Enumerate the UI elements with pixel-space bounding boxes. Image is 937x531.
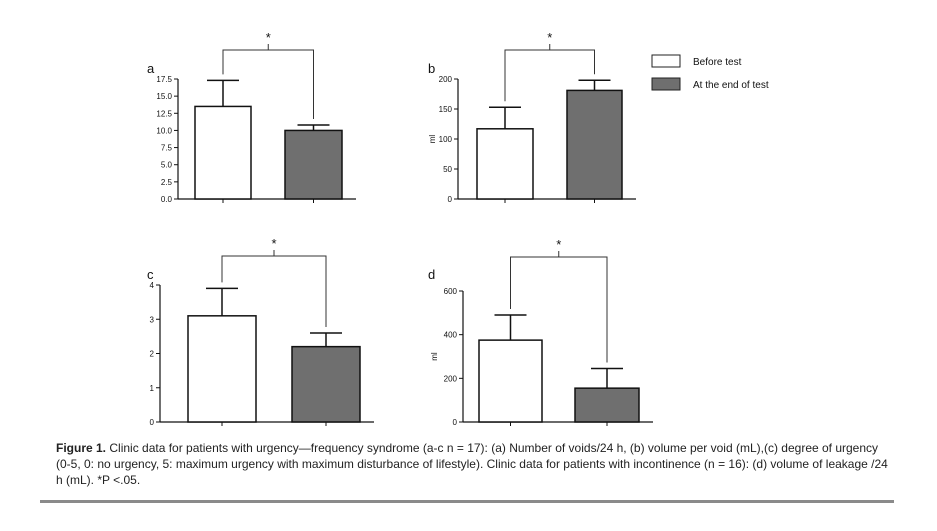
y-tick-label: 12.5	[156, 109, 172, 118]
y-tick-label: 2.5	[161, 178, 173, 187]
bar-end-of-test	[566, 89, 623, 200]
y-tick-label: 200	[439, 75, 453, 84]
chart-panel-a: a 0.0 2.5 5.0 7.5 10.0 12.5 15.0 17.5 *	[147, 30, 356, 204]
caption-label: Figure 1.	[56, 441, 107, 455]
y-tick-label: 3	[150, 315, 155, 324]
y-tick-label: 0	[453, 418, 458, 427]
bar-end-of-test	[291, 345, 361, 423]
y-tick-label: 0.0	[161, 195, 173, 204]
significance-marker: *	[271, 236, 276, 251]
bar-before-test	[478, 339, 543, 423]
chart-panel-c: c 0 1 2 3 4 *	[147, 236, 374, 427]
y-tick-label: 4	[150, 281, 155, 290]
y-tick-label: 15.0	[156, 92, 172, 101]
panel-letter: b	[428, 61, 435, 76]
y-tick-label: 50	[443, 165, 452, 174]
legend-swatch-before	[651, 54, 681, 68]
y-tick-label: 0	[448, 195, 453, 204]
panels: a0.02.55.07.510.012.515.017.5*b050100150…	[147, 30, 653, 427]
y-tick-label: 5.0	[161, 161, 173, 170]
legend-label-before: Before test	[693, 57, 742, 68]
legend-swatch-after	[651, 77, 681, 91]
y-tick-label: 7.5	[161, 144, 173, 153]
significance-marker: *	[547, 30, 552, 45]
bar-before-test	[187, 315, 257, 423]
chart-panel-d: d 0 200 400 600 ml *	[428, 237, 653, 427]
figure-caption: Figure 1. Clinic data for patients with …	[56, 440, 894, 488]
chart-panel-b: b 0 50 100 150 200 ml *	[428, 30, 636, 204]
y-tick-label: 100	[439, 135, 453, 144]
significance-marker: *	[556, 237, 561, 252]
y-tick-label: 1	[150, 384, 155, 393]
y-axis-label: ml	[430, 352, 439, 361]
y-tick-label: 17.5	[156, 75, 172, 84]
bar-before-test	[476, 128, 534, 200]
y-tick-label: 10.0	[156, 126, 172, 135]
bar-before-test	[194, 105, 252, 200]
significance-marker: *	[266, 30, 271, 45]
y-tick-label: 0	[150, 418, 155, 427]
panel-letter: a	[147, 61, 155, 76]
y-tick-label: 200	[444, 374, 458, 383]
y-tick-label: 150	[439, 105, 453, 114]
panel-letter: d	[428, 267, 435, 282]
y-axis-label: ml	[428, 135, 437, 144]
caption-text: Clinic data for patients with urgency—fr…	[56, 441, 888, 487]
bar-end-of-test	[574, 387, 640, 423]
bar-end-of-test	[284, 129, 343, 200]
y-tick-label: 2	[150, 350, 155, 359]
y-tick-label: 400	[444, 331, 458, 340]
caption-rule	[40, 500, 894, 503]
legend-label-after: At the end of test	[693, 80, 769, 91]
panel-letter: c	[147, 267, 154, 282]
y-tick-label: 600	[444, 287, 458, 296]
legend: Before test At the end of test	[651, 54, 769, 91]
